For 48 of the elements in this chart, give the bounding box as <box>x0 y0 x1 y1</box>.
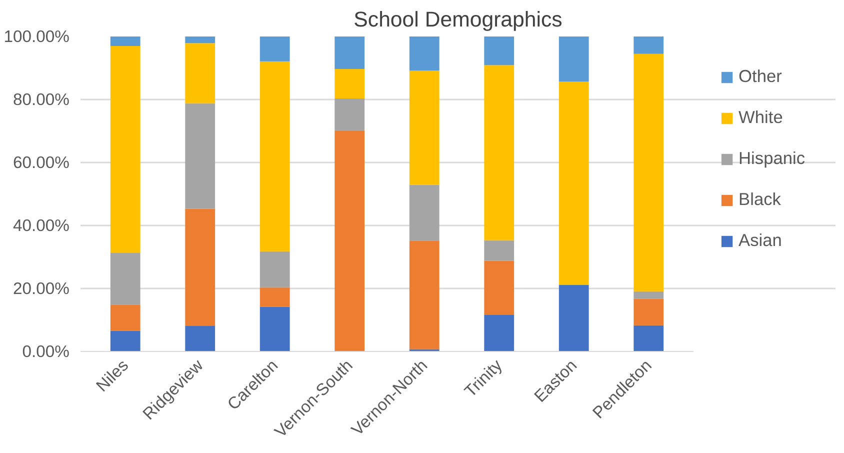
chart-title: School Demographics <box>354 8 562 32</box>
bar <box>484 260 514 315</box>
legend-label: Asian <box>738 230 782 251</box>
bar <box>260 36 290 62</box>
bar <box>185 103 216 209</box>
bar <box>260 251 290 288</box>
bar <box>110 330 140 352</box>
legend-label: White <box>738 107 783 128</box>
bar <box>260 61 290 252</box>
bar <box>634 325 664 352</box>
y-tick-label: 40.00% <box>13 216 70 235</box>
y-tick-label: 100.00% <box>4 27 70 46</box>
bar <box>409 36 440 71</box>
bar <box>334 98 365 130</box>
bar <box>634 36 664 54</box>
bar <box>260 287 290 307</box>
bar <box>558 36 589 82</box>
bar <box>185 208 216 326</box>
bar <box>634 291 664 299</box>
legend-label: Black <box>738 189 781 210</box>
bar <box>484 36 514 66</box>
bar <box>634 298 664 326</box>
y-tick-label: 60.00% <box>13 153 70 172</box>
bar <box>260 306 290 352</box>
bar <box>558 82 589 286</box>
y-tick-label: 0.00% <box>22 342 70 361</box>
bar <box>110 46 140 253</box>
bar <box>185 326 216 352</box>
legend-label: Hispanic <box>738 148 805 169</box>
bar <box>334 68 365 99</box>
bar <box>334 130 365 352</box>
bar <box>110 304 140 331</box>
bar <box>334 36 365 69</box>
bar <box>484 65 514 240</box>
bar <box>110 36 140 46</box>
bar <box>634 54 664 292</box>
bar <box>185 43 216 104</box>
bar <box>409 70 440 185</box>
bar <box>185 36 216 44</box>
y-tick-label: 80.00% <box>13 90 70 109</box>
bar <box>110 252 140 305</box>
bar <box>484 240 514 261</box>
y-tick-label: 20.00% <box>13 279 70 298</box>
legend-label: Other <box>738 66 782 87</box>
bar <box>409 240 440 350</box>
bar <box>484 314 514 352</box>
bar <box>409 184 440 241</box>
bar <box>558 285 589 352</box>
